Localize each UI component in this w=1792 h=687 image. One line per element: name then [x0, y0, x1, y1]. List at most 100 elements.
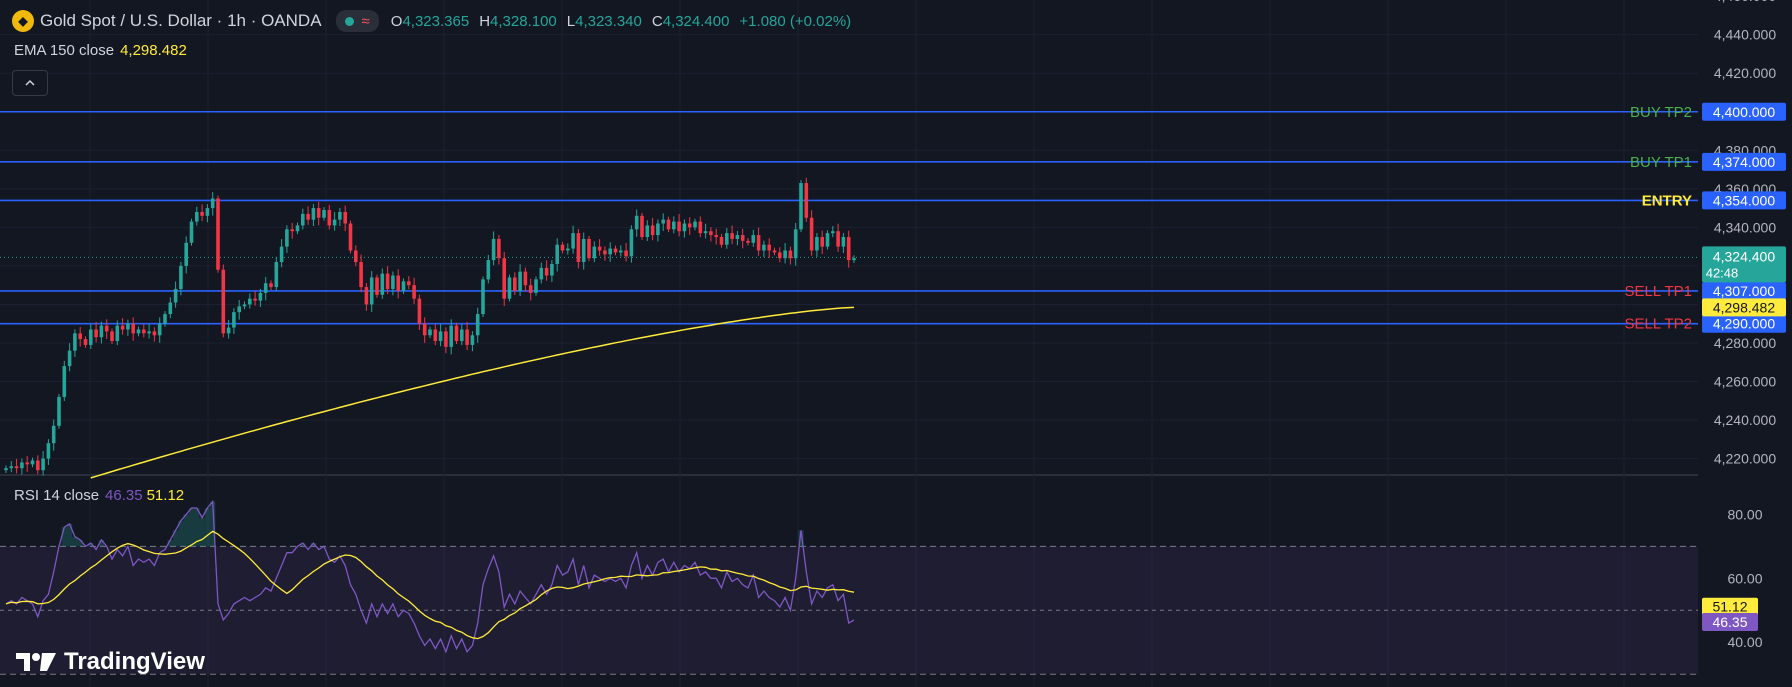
- candle-body: [152, 331, 157, 336]
- rsi-overbought-fill: [798, 530, 804, 547]
- candle-body: [656, 223, 660, 236]
- rsi-overbought-fill: [61, 527, 67, 547]
- candle-body: [677, 221, 681, 232]
- candle-body: [338, 211, 342, 220]
- chevron-up-icon: [25, 79, 35, 86]
- level-label: ENTRY: [1642, 192, 1692, 209]
- candle-body: [481, 279, 485, 315]
- candle-body: [767, 244, 771, 251]
- candle-body: [629, 229, 634, 257]
- rsi-tag: [1702, 612, 1758, 631]
- candle-body: [804, 183, 809, 218]
- candle-body: [417, 298, 422, 324]
- candle-body: [369, 277, 374, 305]
- level-price-tag: [1702, 314, 1786, 333]
- candle-body: [20, 462, 24, 469]
- high-value: 4,328.100: [490, 12, 557, 30]
- price-tick-label: 4,460.000: [1714, 0, 1776, 4]
- candle-body: [528, 285, 533, 293]
- candle-body: [513, 277, 517, 291]
- price-tick-label: 4,280.000: [1714, 335, 1776, 351]
- candle-body: [725, 233, 729, 245]
- candle-body: [242, 304, 247, 307]
- rsi-ma-line: [5, 530, 855, 640]
- candle-body: [809, 217, 814, 251]
- candle-body: [783, 250, 787, 259]
- candle-body: [422, 323, 427, 336]
- candle-body: [672, 221, 676, 230]
- candle-body: [460, 329, 464, 342]
- candle-body: [836, 231, 840, 247]
- ema-price-tag: [1702, 298, 1786, 317]
- price-tick-label: 4,220.000: [1714, 451, 1776, 467]
- candle-body: [332, 219, 337, 226]
- candle-body: [232, 312, 236, 328]
- candle-body: [30, 460, 35, 465]
- candle-body: [89, 329, 93, 345]
- candle-body: [258, 292, 263, 301]
- candle-body: [168, 302, 173, 315]
- tradingview-brand-text: TradingView: [64, 648, 205, 675]
- candle-body: [36, 460, 40, 471]
- candle-body: [428, 329, 432, 336]
- candle-body: [62, 366, 67, 397]
- candle-body: [497, 238, 501, 259]
- candle-body: [67, 350, 72, 367]
- rsi-legend-label: RSI 14 close: [14, 487, 100, 504]
- candle-body: [25, 462, 29, 465]
- market-status-pill[interactable]: ≈: [335, 10, 379, 32]
- level-label: SELL TP1: [1624, 283, 1692, 300]
- candle-body: [407, 281, 411, 286]
- candle-body: [682, 223, 687, 232]
- candle-body: [131, 323, 135, 334]
- candle-body: [120, 325, 125, 330]
- rsi-overbought-fill: [178, 520, 184, 547]
- rsi-legend[interactable]: RSI 14 close 46.35 51.12: [14, 487, 184, 504]
- ema-legend-value: 4,298.482: [120, 42, 187, 59]
- candle-body: [640, 215, 644, 237]
- candle-body: [709, 231, 713, 236]
- candle-body: [385, 273, 390, 290]
- candle-body: [454, 325, 459, 342]
- candle-body: [449, 325, 453, 347]
- candle-body: [666, 219, 671, 230]
- candle-body: [475, 314, 480, 336]
- candle-body: [173, 289, 178, 303]
- ema-legend-label: EMA 150 close: [14, 42, 115, 59]
- candle-body: [793, 229, 798, 259]
- candle-body: [703, 231, 708, 234]
- candle-body: [470, 335, 475, 345]
- level-label: BUY TP1: [1630, 154, 1692, 171]
- price-tick-label: 4,340.000: [1714, 219, 1776, 235]
- candle-body: [825, 233, 830, 247]
- delay-wave-icon: ≈: [361, 12, 370, 30]
- symbol-title[interactable]: Gold Spot / U.S. Dollar · 1h · OANDA: [40, 11, 322, 30]
- candle-body: [184, 242, 188, 266]
- candle-body: [94, 329, 98, 338]
- level-price-tag-text: 4,374.000: [1713, 154, 1775, 170]
- candle-body: [820, 237, 824, 247]
- rsi-ma-tag-text: 51.12: [1712, 599, 1747, 615]
- rsi-overbought-fill: [310, 543, 317, 547]
- rsi-legend-value: 46.35: [105, 487, 143, 504]
- rsi-overbought-fill: [183, 514, 189, 547]
- collapse-legend-button[interactable]: [12, 70, 48, 96]
- candle-body: [518, 271, 522, 291]
- candle-body: [205, 208, 210, 216]
- gold-coin-icon: ◆: [12, 10, 34, 32]
- tradingview-logo[interactable]: TradingView: [16, 648, 205, 676]
- candle-body: [491, 238, 496, 261]
- candle-body: [687, 223, 692, 228]
- candle-body: [555, 244, 559, 264]
- ema-legend[interactable]: EMA 150 close 4,298.482: [14, 42, 187, 59]
- candle-body: [534, 279, 538, 293]
- rsi-overbought-fill: [88, 543, 94, 547]
- level-price-tag: [1702, 281, 1786, 300]
- candle-body: [157, 323, 162, 336]
- rsi-overbought-fill: [194, 507, 200, 547]
- candle-body: [41, 458, 45, 471]
- candle-body: [746, 240, 750, 243]
- candle-body: [698, 221, 703, 234]
- candle-body: [645, 225, 650, 237]
